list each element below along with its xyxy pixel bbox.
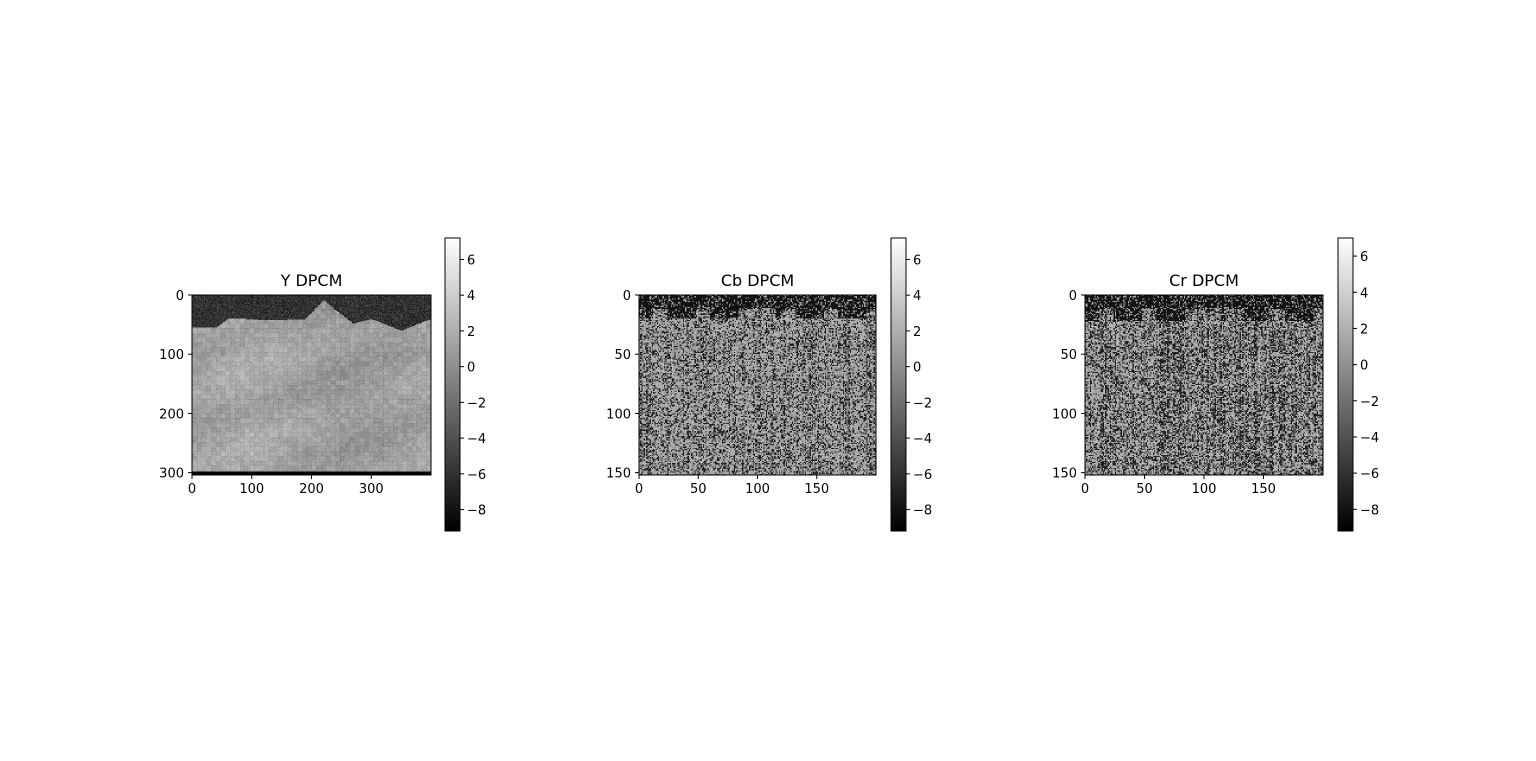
colorbar-tick-label: −6 [1360,467,1379,482]
x-tick-label: 150 [1251,482,1276,497]
y-tick-label: 100 [1052,407,1077,422]
x-tick-label: 0 [1081,482,1089,497]
y-tick-label: 0 [1069,289,1077,304]
x-tick-label: 0 [635,482,643,497]
colorbar-axis: −8 −6 −4 −2 0 2 4 6 [1353,250,1379,518]
x-axis: 0 100 200 300 [188,475,384,497]
colorbar-tick-label: 6 [467,253,475,268]
y-tick-label: 100 [606,407,631,422]
x-tick-label: 50 [690,482,707,497]
heatmap-image [639,295,876,475]
colorbar-tick-label: 4 [913,289,921,304]
panel-cr: Cr DPCM 0 50 100 150 0 50 100 150 −8 −6 −4 −2 0 2 4 6 [1052,237,1379,532]
heatmap-image [1085,295,1323,475]
x-tick-label: 100 [1192,482,1217,497]
x-tick-label: 150 [804,482,829,497]
y-axis: 0 100 200 300 [159,289,192,482]
x-tick-label: 200 [299,482,324,497]
colorbar-tick-label: 4 [467,289,475,304]
colorbar-tick-label: −4 [467,432,486,447]
y-tick-label: 50 [614,348,631,363]
y-tick-label: 0 [623,289,631,304]
panel-title: Y DPCM [280,271,343,290]
colorbar-tick-label: −2 [467,396,486,411]
panel-y: Y DPCM 0 100 200 300 0 100 200 300 −8 −6 −4 −2 0 2 4… [159,237,486,532]
heatmap-image [192,295,431,475]
y-tick-label: 150 [1052,467,1077,482]
colorbar-tick-label: −8 [913,504,932,519]
y-tick-label: 150 [606,467,631,482]
y-tick-label: 50 [1060,348,1077,363]
panel-title: Cr DPCM [1169,271,1239,290]
colorbar-axis: −8 −6 −4 −2 0 2 4 6 [460,253,486,519]
y-tick-label: 200 [159,407,184,422]
colorbar [445,238,460,531]
y-axis: 0 50 100 150 [606,289,639,482]
colorbar-tick-label: −2 [1360,395,1379,410]
colorbar-tick-label: −8 [467,504,486,519]
x-tick-label: 100 [745,482,770,497]
colorbar-tick-label: 0 [913,361,921,376]
colorbar-tick-label: −2 [913,396,932,411]
colorbar-frame [1337,237,1354,532]
colorbar-tick-label: 6 [1360,250,1368,265]
colorbar [891,238,906,531]
y-axis: 0 50 100 150 [1052,289,1085,482]
colorbar-tick-label: 0 [1360,359,1368,374]
colorbar-tick-label: −6 [913,468,932,483]
colorbar-tick-label: 0 [467,361,475,376]
x-axis: 0 50 100 150 [635,475,829,497]
colorbar-tick-label: −8 [1360,503,1379,518]
colorbar-tick-label: −4 [1360,431,1379,446]
y-tick-label: 100 [159,348,184,363]
colorbar-tick-label: 2 [1360,322,1368,337]
y-tick-label: 0 [176,289,184,304]
colorbar-tick-label: 2 [913,325,921,340]
colorbar [1338,238,1353,531]
colorbar-tick-label: −6 [467,468,486,483]
colorbar-tick-label: −4 [913,432,932,447]
colorbar-axis: −8 −6 −4 −2 0 2 4 6 [906,253,932,519]
colorbar-tick-label: 2 [467,325,475,340]
colorbar-tick-label: 4 [1360,286,1368,301]
colorbar-tick-label: 6 [913,253,921,268]
panel-title: Cb DPCM [721,271,794,290]
x-tick-label: 50 [1136,482,1153,497]
x-tick-label: 0 [188,482,196,497]
y-tick-label: 300 [159,467,184,482]
colorbar-frame [444,237,461,532]
x-tick-label: 100 [239,482,264,497]
x-tick-label: 300 [359,482,384,497]
panel-cb: Cb DPCM 0 50 100 150 0 50 100 150 −8 −6 −4 −2 0 2 4 6 [606,237,932,532]
colorbar-frame [890,237,907,532]
x-axis: 0 50 100 150 [1081,475,1276,497]
